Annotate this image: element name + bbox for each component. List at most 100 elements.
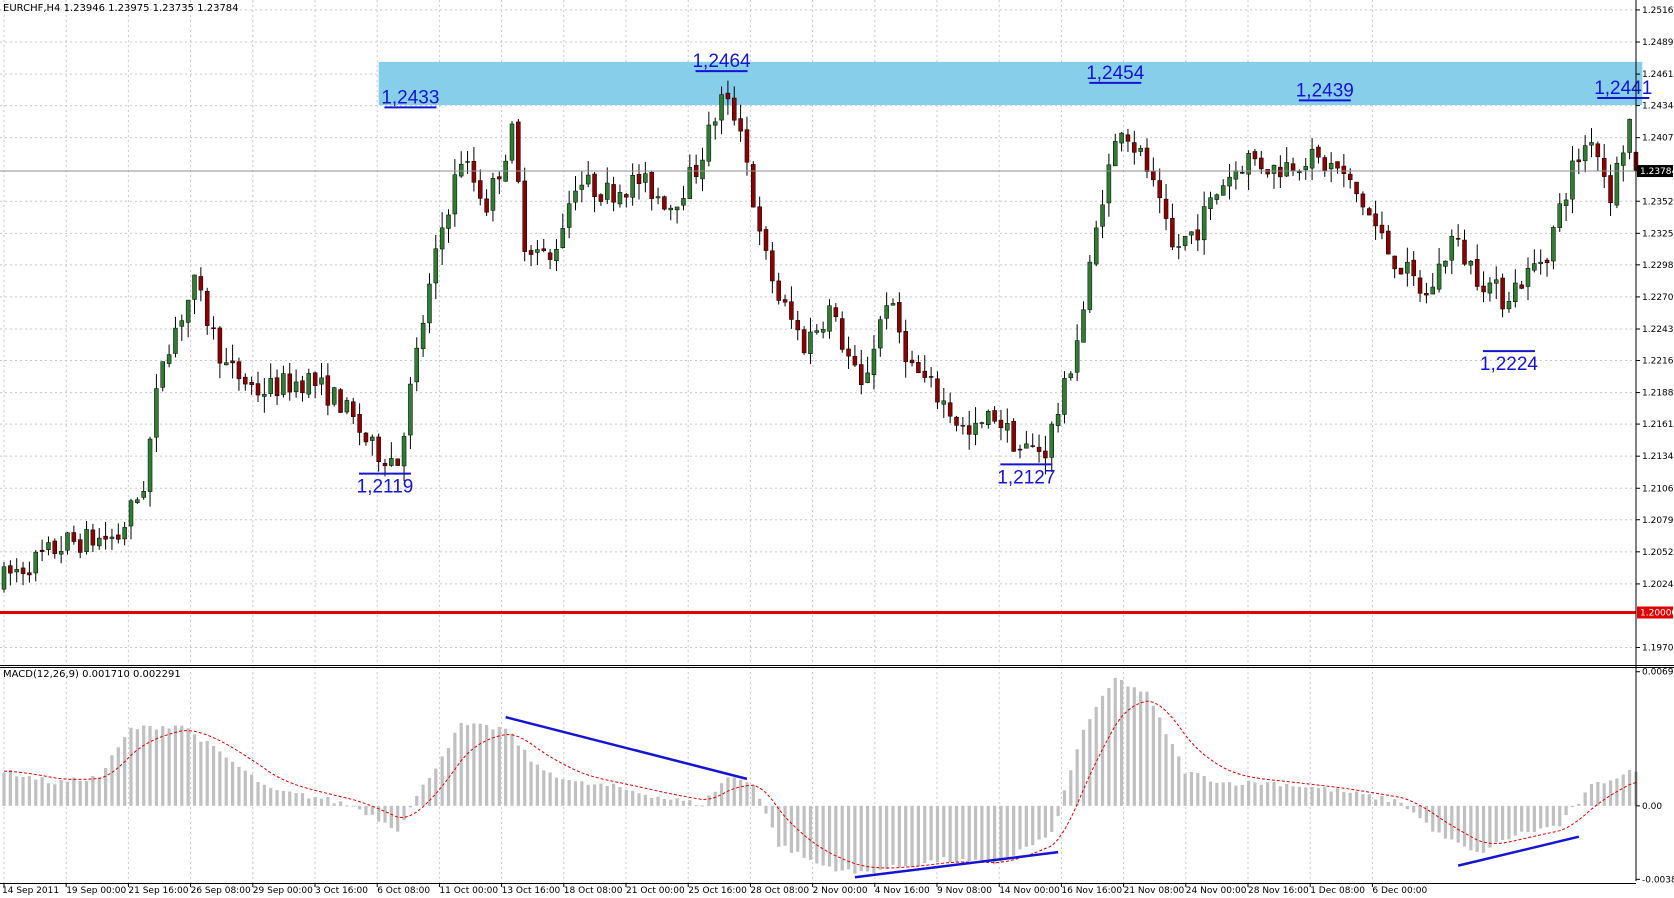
candle-body xyxy=(1011,420,1016,452)
candle-body xyxy=(1341,165,1347,174)
candle-body xyxy=(198,276,204,291)
macd-histogram-bar xyxy=(618,787,622,806)
candle-body xyxy=(71,532,77,542)
macd-histogram-bar xyxy=(1120,679,1124,806)
candle-body xyxy=(1392,255,1397,270)
macd-divergence-line xyxy=(505,715,748,781)
time-tick-label: 16 Nov 16:00 xyxy=(1061,886,1122,896)
price-tick-label: 1.20245 xyxy=(1642,580,1674,590)
price-tick-label: 1.22160 xyxy=(1642,357,1674,367)
candle-body xyxy=(1093,227,1099,265)
candle-body xyxy=(217,327,223,364)
macd-histogram-bar xyxy=(1285,783,1289,806)
time-tick-label: 2 Nov 00:00 xyxy=(813,886,868,896)
macd-histogram-bar xyxy=(1170,743,1174,806)
macd-histogram-bar xyxy=(8,769,12,806)
macd-histogram-bar xyxy=(827,805,832,867)
candle-body xyxy=(1125,134,1131,142)
candle-body xyxy=(490,178,496,211)
price-annotations: 1,2433 1,2464 1,2454 1,2439 1,2441 1,2119 1,21… xyxy=(357,51,1653,497)
candle-body xyxy=(370,436,375,441)
candle-body xyxy=(598,194,604,202)
macd-histogram-bar xyxy=(986,805,990,862)
macd-histogram-bar xyxy=(1481,805,1486,853)
candle-body xyxy=(458,163,464,177)
macd-histogram-bar xyxy=(1183,773,1187,806)
candle-body xyxy=(331,387,337,405)
candle-body xyxy=(1621,152,1626,166)
candle-body xyxy=(973,422,978,435)
macd-histogram-bar xyxy=(59,779,63,806)
macd-histogram-bar xyxy=(1545,805,1549,828)
time-tick-label: 14 Sep 2011 xyxy=(2,886,59,896)
candle-body xyxy=(630,175,635,198)
candle-body xyxy=(116,534,121,540)
macd-histogram-bar xyxy=(719,783,724,806)
candle-body xyxy=(1119,132,1124,144)
macd-histogram-bar xyxy=(1094,706,1098,806)
candle-body xyxy=(1532,263,1537,271)
macd-histogram-bar xyxy=(1558,805,1562,827)
candle-body xyxy=(687,167,693,200)
candle-body xyxy=(878,319,883,349)
macd-histogram-bar xyxy=(580,781,584,806)
time-tick-label: 29 Sep 00:00 xyxy=(253,886,313,896)
macd-histogram-bar xyxy=(764,805,768,814)
candle-body xyxy=(986,411,991,425)
candle-body xyxy=(268,378,273,394)
macd-histogram-bar xyxy=(307,798,311,806)
candle-body xyxy=(1468,261,1474,266)
macd-histogram-bar xyxy=(173,725,178,806)
candle-body xyxy=(1417,277,1423,294)
candle-body xyxy=(300,380,305,394)
macd-histogram-bar xyxy=(1399,802,1403,806)
macd-histogram-bar xyxy=(516,745,520,806)
macd-histogram-bar xyxy=(688,799,692,806)
candle-body xyxy=(1138,147,1143,152)
candle-body xyxy=(1328,162,1334,170)
macd-histogram-bar xyxy=(1278,786,1282,806)
time-tick-label: 14 Nov 00:00 xyxy=(999,886,1060,896)
candle-body xyxy=(1062,378,1067,415)
macd-histogram-bar xyxy=(1215,782,1219,806)
candle-body xyxy=(757,206,762,232)
candle-body xyxy=(211,327,216,329)
candle-body xyxy=(185,299,191,323)
macd-histogram-bar xyxy=(497,726,501,806)
macd-histogram-bar xyxy=(1456,805,1460,843)
candle-body xyxy=(935,378,940,403)
macd-histogram-bar xyxy=(1024,805,1028,847)
macd-histogram-bar xyxy=(427,777,432,806)
candle-body xyxy=(1595,143,1601,158)
candle-body xyxy=(1443,260,1448,267)
macd-histogram-bar xyxy=(859,805,863,872)
candle-body xyxy=(554,248,559,262)
macd-histogram-bar xyxy=(34,779,38,806)
macd-histogram-bar xyxy=(1367,794,1371,806)
macd-histogram-bar xyxy=(1075,749,1079,806)
candle-body xyxy=(909,359,915,364)
macd-histogram-bar xyxy=(269,787,273,806)
candle-body xyxy=(1246,153,1251,175)
time-tick-label: 6 Dec 00:00 xyxy=(1372,886,1427,896)
macd-histogram-bar xyxy=(796,805,800,852)
candle-body xyxy=(928,376,934,378)
macd-histogram-bar xyxy=(1374,799,1378,806)
candle-body xyxy=(1367,208,1372,216)
macd-histogram-bar xyxy=(91,775,95,806)
macd-histogram-bar xyxy=(904,805,908,867)
candle-body xyxy=(77,539,83,553)
macd-histogram-bar xyxy=(739,779,743,806)
candle-body xyxy=(751,164,756,208)
macd-histogram-bar xyxy=(980,805,984,861)
candle-body xyxy=(1538,261,1543,265)
macd-histogram-bar xyxy=(243,770,247,806)
macd-histogram-bar xyxy=(421,784,425,806)
candle-body xyxy=(732,97,737,121)
macd-histogram-bar xyxy=(377,805,381,822)
candle-body xyxy=(1335,161,1340,169)
macd-histogram-bar xyxy=(231,761,235,806)
candle-body xyxy=(884,305,889,319)
